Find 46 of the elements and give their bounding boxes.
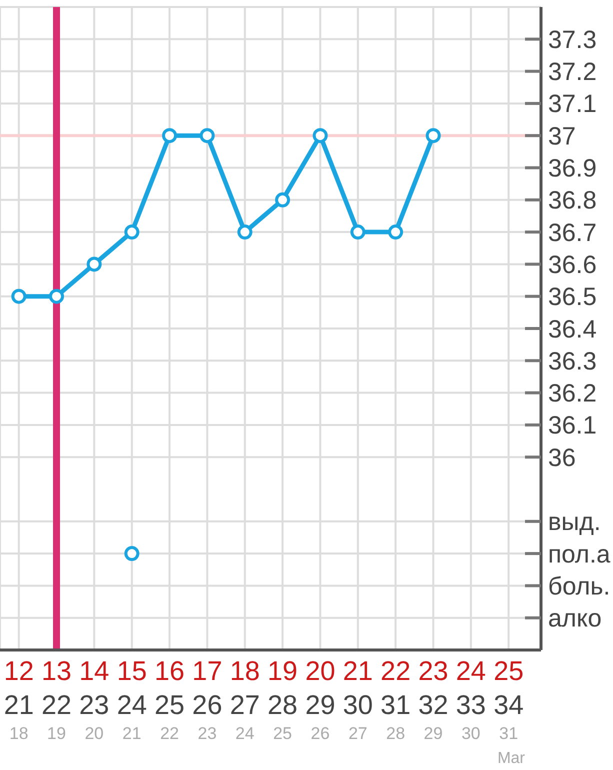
x-tick-label: 23 32 29 <box>418 656 448 743</box>
x-tick-label: 24 33 30 <box>456 656 486 743</box>
point <box>200 128 215 144</box>
point <box>426 128 441 144</box>
x-tick-label: 15 24 21 <box>116 656 147 743</box>
x-tick-label: 22 31 28 <box>380 656 411 743</box>
y-tick-label: пол.а <box>548 540 610 568</box>
point <box>124 546 140 562</box>
y-tick-label: 36.6 <box>548 250 597 279</box>
x-tick-label: 16 25 22 <box>154 656 185 743</box>
y-tick-label: 36.1 <box>548 412 597 440</box>
y-tick-label: 36 <box>548 444 576 472</box>
point <box>86 256 102 272</box>
y-tick-label: выд. <box>548 508 601 536</box>
y-tick-label: 37.3 <box>548 26 597 54</box>
text: Mar <box>497 750 525 768</box>
y-tick-label: 37.1 <box>548 90 597 118</box>
x-tick-label: 21 30 27 <box>342 656 373 743</box>
y-tick-label: алко <box>548 604 602 633</box>
point <box>11 288 26 304</box>
y-tick-label: 36.2 <box>548 380 597 408</box>
y-tick-label: 36.3 <box>548 347 597 376</box>
y-tick-label: 36.7 <box>548 218 597 247</box>
point <box>124 224 140 240</box>
x-tick-label: 18 27 24 <box>230 656 260 743</box>
y-tick-label: 36.4 <box>548 315 597 344</box>
x-tick-label: 19 28 25 <box>268 656 298 743</box>
y-tick-label: боль. <box>548 572 610 600</box>
y-tick-label: 37.2 <box>548 58 597 86</box>
y-tick-label: 36.5 <box>548 283 597 312</box>
point <box>350 224 366 240</box>
y-tick-label: 37 <box>548 122 576 150</box>
x-tick-label: 14 23 20 <box>79 656 110 743</box>
x-tick-label: 13 22 19 <box>41 656 72 743</box>
point <box>388 224 404 240</box>
point <box>275 192 290 208</box>
y-tick-label: 36.8 <box>548 186 597 215</box>
x-tick-label: 17 26 23 <box>192 656 222 743</box>
point <box>237 224 252 240</box>
x-tick-label: 12 21 18 <box>4 656 34 743</box>
y-tick-label: 36.9 <box>548 154 597 182</box>
point <box>162 128 178 144</box>
x-tick-label: 20 29 26 <box>305 656 336 743</box>
x-tick-label: 25 34 31 <box>494 656 524 743</box>
point <box>312 128 328 144</box>
point <box>49 288 64 304</box>
